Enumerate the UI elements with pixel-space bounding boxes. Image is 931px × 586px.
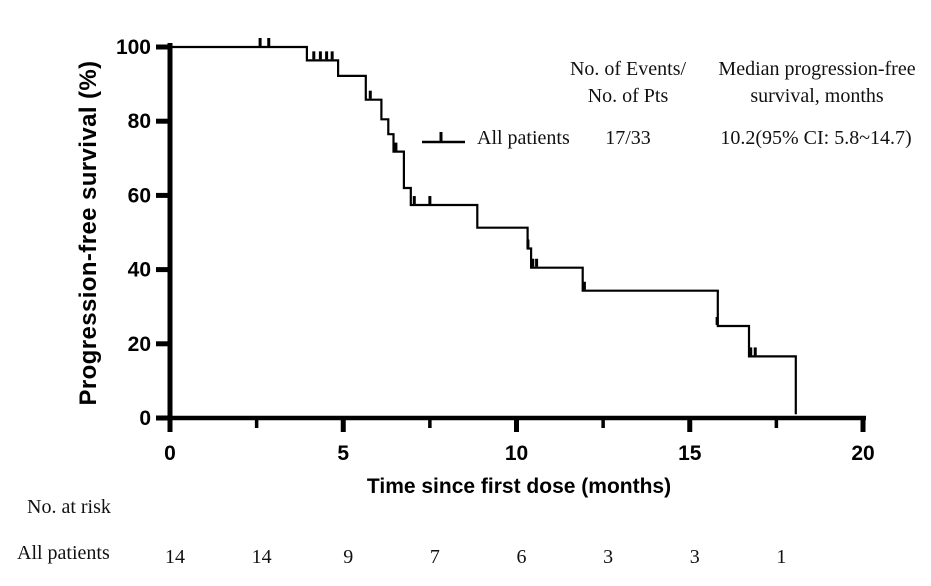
y-axis-tick-label: 60 xyxy=(128,184,151,207)
legend-events-value: 17/33 xyxy=(605,127,651,149)
at-risk-value: 1 xyxy=(776,546,786,568)
y-axis-title: Progression-free survival (%) xyxy=(75,60,102,406)
y-axis-tick-label: 20 xyxy=(128,333,151,356)
risk-row-label: All patients xyxy=(17,542,110,564)
y-axis-tick-label: 40 xyxy=(128,259,151,282)
events-header-line2: No. of Pts xyxy=(587,85,669,107)
legend-median-value: 10.2(95% CI: 5.8~14.7) xyxy=(720,127,912,149)
x-axis-tick-label: 10 xyxy=(505,442,528,465)
legend-series-label: All patients xyxy=(477,127,570,149)
y-axis-tick-label: 0 xyxy=(139,407,151,430)
at-risk-value: 7 xyxy=(430,546,440,568)
legend-censor-line-marker-icon xyxy=(422,132,465,144)
at-risk-value: 9 xyxy=(343,546,353,568)
x-axis-tick-label: 5 xyxy=(337,442,349,465)
y-axis-tick-label: 80 xyxy=(128,110,151,133)
x-axis-tick-label: 20 xyxy=(851,442,874,465)
x-axis-tick-label: 0 xyxy=(164,442,176,465)
events-column-header: No. of Events/ No. of Pts xyxy=(570,56,686,110)
median-header-line2: survival, months xyxy=(750,85,884,107)
at-risk-value: 6 xyxy=(517,546,527,568)
median-column-header: Median progression-free survival, months xyxy=(718,56,915,110)
x-axis-tick-label: 15 xyxy=(678,442,702,465)
y-axis-tick-label: 100 xyxy=(116,36,151,59)
events-header-line1: No. of Events/ xyxy=(569,58,687,80)
median-header-line1: Median progression-free xyxy=(718,58,916,80)
risk-table-title: No. at risk xyxy=(27,496,111,518)
km-curve-all-patients xyxy=(170,45,797,415)
x-axis-title: Time since first dose (months) xyxy=(366,475,672,498)
at-risk-value: 14 xyxy=(165,546,185,568)
at-risk-value: 14 xyxy=(252,546,272,568)
at-risk-value: 3 xyxy=(603,546,613,568)
at-risk-value: 3 xyxy=(690,546,700,568)
